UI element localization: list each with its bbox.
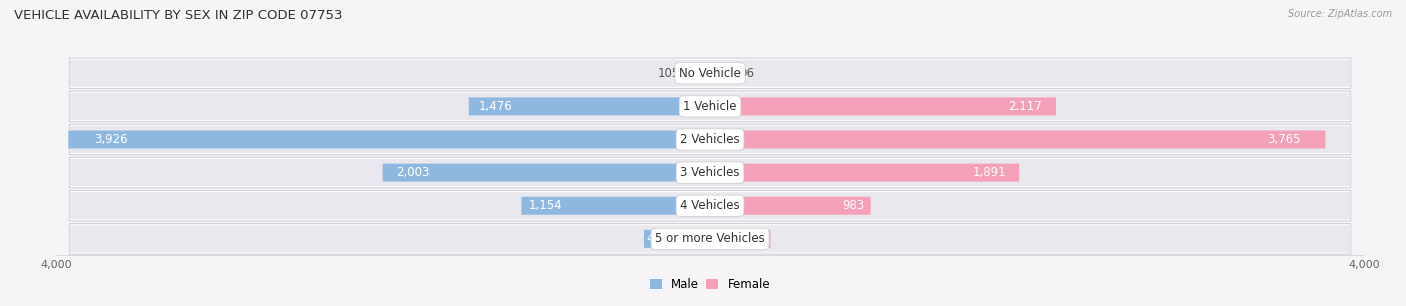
FancyBboxPatch shape: [522, 197, 710, 215]
FancyBboxPatch shape: [70, 192, 1350, 219]
FancyBboxPatch shape: [644, 230, 710, 248]
FancyBboxPatch shape: [710, 97, 1056, 115]
FancyBboxPatch shape: [693, 64, 710, 82]
FancyBboxPatch shape: [710, 164, 1019, 181]
Text: 96: 96: [738, 67, 754, 80]
FancyBboxPatch shape: [69, 131, 710, 148]
Text: 983: 983: [842, 199, 865, 212]
FancyBboxPatch shape: [382, 164, 710, 181]
FancyBboxPatch shape: [70, 225, 1350, 252]
Text: 3,765: 3,765: [1267, 133, 1301, 146]
Text: No Vehicle: No Vehicle: [679, 67, 741, 80]
FancyBboxPatch shape: [710, 230, 770, 248]
Text: 1,891: 1,891: [973, 166, 1007, 179]
Text: 1 Vehicle: 1 Vehicle: [683, 100, 737, 113]
Text: 5 or more Vehicles: 5 or more Vehicles: [655, 232, 765, 245]
FancyBboxPatch shape: [70, 126, 1350, 153]
FancyBboxPatch shape: [710, 131, 1326, 148]
Text: 404: 404: [647, 232, 669, 245]
FancyBboxPatch shape: [70, 93, 1350, 120]
Text: 370: 370: [745, 232, 768, 245]
FancyBboxPatch shape: [710, 64, 725, 82]
Text: 1,154: 1,154: [529, 199, 562, 212]
Text: 2 Vehicles: 2 Vehicles: [681, 133, 740, 146]
Text: 4 Vehicles: 4 Vehicles: [681, 199, 740, 212]
Text: 3,926: 3,926: [94, 133, 128, 146]
FancyBboxPatch shape: [468, 97, 710, 115]
FancyBboxPatch shape: [69, 91, 1351, 121]
Text: VEHICLE AVAILABILITY BY SEX IN ZIP CODE 07753: VEHICLE AVAILABILITY BY SEX IN ZIP CODE …: [14, 9, 343, 22]
FancyBboxPatch shape: [69, 58, 1351, 88]
FancyBboxPatch shape: [70, 60, 1350, 87]
Text: 2,003: 2,003: [395, 166, 429, 179]
Text: 105: 105: [658, 67, 679, 80]
FancyBboxPatch shape: [69, 157, 1351, 188]
Text: Source: ZipAtlas.com: Source: ZipAtlas.com: [1288, 9, 1392, 19]
Legend: Male, Female: Male, Female: [645, 273, 775, 296]
Text: 3 Vehicles: 3 Vehicles: [681, 166, 740, 179]
FancyBboxPatch shape: [69, 191, 1351, 221]
Text: 1,476: 1,476: [478, 100, 512, 113]
Text: 2,117: 2,117: [1008, 100, 1042, 113]
FancyBboxPatch shape: [710, 197, 870, 215]
FancyBboxPatch shape: [69, 224, 1351, 254]
FancyBboxPatch shape: [70, 159, 1350, 186]
FancyBboxPatch shape: [69, 124, 1351, 155]
